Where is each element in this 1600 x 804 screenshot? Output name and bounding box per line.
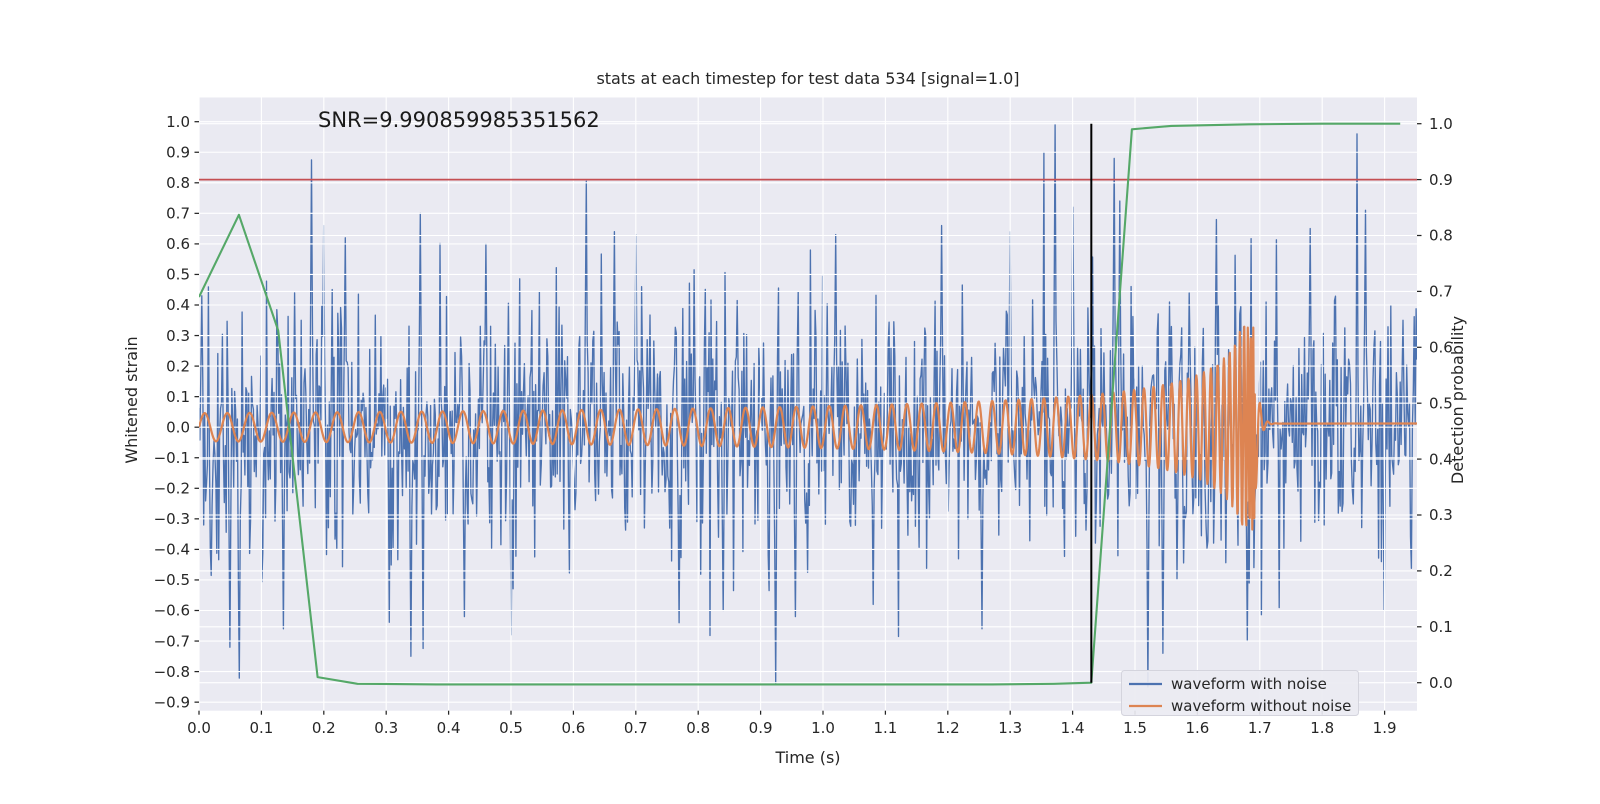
gridlines	[199, 97, 1417, 711]
left-tick-label: −0.9	[154, 693, 190, 711]
waveform-without-noise-path	[199, 325, 1417, 531]
left-tick-label: −0.7	[154, 632, 190, 650]
legend-label-without-noise: waveform without noise	[1171, 697, 1351, 715]
left-tick-label: −0.1	[154, 449, 190, 467]
x-tick-label: 0.1	[249, 719, 273, 737]
x-tick-label: 1.3	[998, 719, 1022, 737]
left-tick-label: 0.3	[166, 327, 190, 345]
x-tick-label: 0.7	[624, 719, 648, 737]
x-tick-label: 1.1	[873, 719, 897, 737]
left-tick-label: −0.2	[154, 480, 190, 498]
left-tick-label: 0.7	[166, 205, 190, 223]
left-tick-label: −0.6	[154, 602, 190, 620]
right-tick-label: 0.6	[1429, 339, 1453, 357]
x-tick-label: 0.0	[187, 719, 211, 737]
x-tick-label: 1.2	[936, 719, 960, 737]
detection-probability-path	[199, 122, 1401, 686]
left-tick-label: −0.5	[154, 571, 190, 589]
right-tick-label: 0.1	[1429, 618, 1453, 636]
x-tick-label: 1.4	[1061, 719, 1085, 737]
right-tick-label: 0.4	[1429, 450, 1453, 468]
series-waveform-without-noise	[199, 325, 1417, 531]
right-tick-label: 0.9	[1429, 171, 1453, 189]
x-tick-label: 1.8	[1310, 719, 1334, 737]
legend: waveform with noise waveform without noi…	[1121, 670, 1359, 716]
plot-area	[199, 97, 1417, 711]
right-tick-label: 0.7	[1429, 283, 1453, 301]
left-tick-label: 0.1	[166, 388, 190, 406]
x-tick-label: 1.6	[1185, 719, 1209, 737]
legend-box	[1121, 670, 1359, 716]
x-tick-label: 1.5	[1123, 719, 1147, 737]
x-tick-label: 1.0	[811, 719, 835, 737]
x-tick-label: 0.3	[374, 719, 398, 737]
left-tick-label: 0.8	[166, 174, 190, 192]
left-tick-label: 1.0	[166, 113, 190, 131]
x-tick-label: 1.7	[1248, 719, 1272, 737]
right-tick-label: 0.5	[1429, 394, 1453, 412]
left-tick-label: −0.8	[154, 663, 190, 681]
y-axis-label-left: Whitened strain	[122, 336, 141, 463]
right-tick-label: 0.3	[1429, 506, 1453, 524]
left-tick-label: 0.4	[166, 296, 190, 314]
series-detection-probability	[199, 122, 1401, 686]
right-tick-label: 0.2	[1429, 562, 1453, 580]
x-tick-label: 0.9	[749, 719, 773, 737]
left-tick-label: 0.5	[166, 266, 190, 284]
left-tick-label: 0.0	[166, 418, 190, 436]
snr-annotation: SNR=9.990859985351562	[318, 108, 600, 132]
x-tick-label: 0.2	[312, 719, 336, 737]
left-tick-label: −0.4	[154, 541, 190, 559]
x-tick-label: 0.5	[499, 719, 523, 737]
chart-title: stats at each timestep for test data 534…	[596, 69, 1019, 88]
right-tick-label: 1.0	[1429, 115, 1453, 133]
left-tick-label: 0.9	[166, 143, 190, 161]
y-axis-label-right: Detection probability	[1448, 316, 1467, 484]
legend-label-with-noise: waveform with noise	[1171, 675, 1327, 693]
x-tick-label: 0.8	[686, 719, 710, 737]
left-tick-label: 0.6	[166, 235, 190, 253]
left-tick-label: −0.3	[154, 510, 190, 528]
left-tick-label: 0.2	[166, 357, 190, 375]
x-tick-label: 0.6	[561, 719, 585, 737]
tick-labels: 0.0 0.1 0.2 0.3 0.4 0.5 0.6 0.7 0.8 0.9 1.0 1.1 1.2 1…	[154, 113, 1453, 737]
right-tick-label: 0.0	[1429, 674, 1453, 692]
x-tick-label: 0.4	[437, 719, 461, 737]
right-tick-label: 0.8	[1429, 227, 1453, 245]
x-tick-label: 1.9	[1373, 719, 1397, 737]
x-axis-label: Time (s)	[774, 748, 840, 767]
